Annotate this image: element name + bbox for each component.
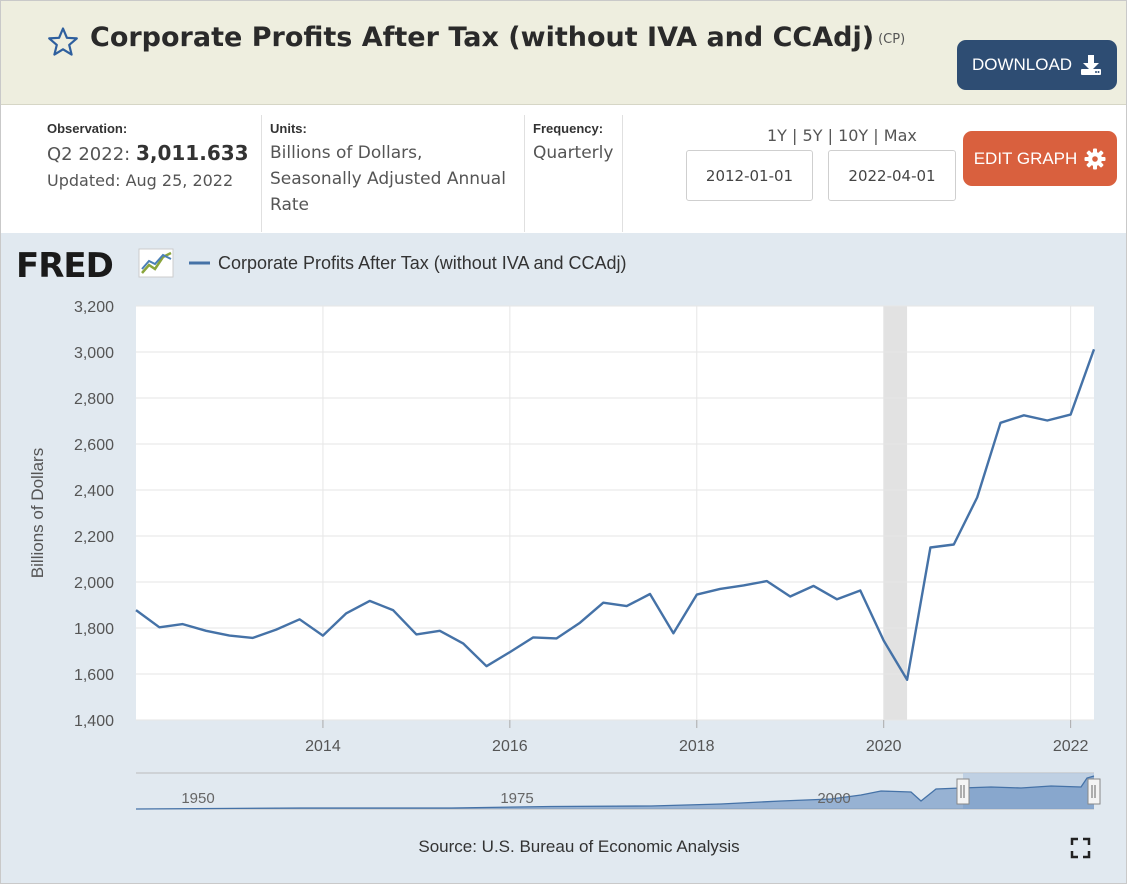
series-title-text: Corporate Profits After Tax (without IVA… xyxy=(90,22,875,53)
series-id: (CP) xyxy=(878,32,906,47)
observation-value: 3,011.633 xyxy=(135,141,249,165)
range-max-link[interactable]: Max xyxy=(883,126,917,145)
x-tick-label: 2016 xyxy=(492,738,528,755)
y-tick-label: 2,400 xyxy=(74,483,114,500)
gear-icon xyxy=(1084,148,1106,169)
range-5y-link[interactable]: 5Y xyxy=(802,126,823,145)
units-line: Rate xyxy=(270,195,309,215)
download-icon xyxy=(1081,55,1102,75)
series-line[interactable] xyxy=(135,348,1096,681)
plot-area xyxy=(136,306,1094,720)
frequency-value: Quarterly xyxy=(533,143,614,163)
range-10y-link[interactable]: 10Y xyxy=(838,126,869,145)
star-icon[interactable] xyxy=(47,26,79,58)
fred-logo-chart-icon xyxy=(138,248,174,278)
navigator-tick-label: 1950 xyxy=(181,790,214,807)
frequency-label: Frequency: xyxy=(533,121,604,136)
y-tick-label: 2,800 xyxy=(74,391,114,408)
units-label: Units: xyxy=(270,121,307,136)
y-tick-label: 3,000 xyxy=(74,345,114,362)
graph-area: FRED Corporate Profits After Tax (withou… xyxy=(1,233,1126,883)
navigator-area xyxy=(136,776,1094,809)
y-tick-label: 3,200 xyxy=(74,299,114,316)
start-date-input[interactable]: 2012-01-01 xyxy=(686,150,813,201)
y-tick-label: 2,000 xyxy=(74,575,114,592)
units-line: Seasonally Adjusted Annual xyxy=(270,169,506,189)
y-tick-label: 1,800 xyxy=(74,621,114,638)
range-separator: | xyxy=(827,126,833,145)
edit-graph-label: EDIT GRAPH xyxy=(973,148,1078,168)
y-tick-label: 2,600 xyxy=(74,437,114,454)
page-title: Corporate Profits After Tax (without IVA… xyxy=(90,22,905,53)
range-separator: | xyxy=(792,126,798,145)
meta-divider xyxy=(524,115,525,232)
y-tick-label: 1,600 xyxy=(74,667,114,684)
x-tick-label: 2014 xyxy=(305,738,341,755)
observation-label: Observation: xyxy=(47,121,128,136)
date-range-links: 1Y | 5Y | 10Y | Max xyxy=(767,126,917,145)
series-header xyxy=(1,1,1126,105)
recession-shading xyxy=(883,306,908,720)
legend-label: Corporate Profits After Tax (without IVA… xyxy=(218,253,627,273)
navigator-handle-right[interactable] xyxy=(1087,778,1101,805)
observation-panel: Observation: Q2 2022: 3,011.633 Updated:… xyxy=(47,120,257,194)
observation-period: Q2 2022: xyxy=(47,144,131,165)
edit-graph-button[interactable]: EDIT GRAPH xyxy=(963,131,1117,186)
download-button[interactable]: DOWNLOAD xyxy=(957,40,1117,90)
source-note: Source: U.S. Bureau of Economic Analysis xyxy=(418,837,739,856)
x-tick-label: 2018 xyxy=(679,738,715,755)
navigator-handle-left[interactable] xyxy=(956,778,970,805)
updated-date: Updated: Aug 25, 2022 xyxy=(47,171,234,190)
y-tick-label: 2,200 xyxy=(74,529,114,546)
x-tick-label: 2020 xyxy=(866,738,902,755)
chart-svg: FRED Corporate Profits After Tax (withou… xyxy=(16,246,1101,859)
navigator-tick-label: 1975 xyxy=(500,790,533,807)
download-label: DOWNLOAD xyxy=(971,55,1073,74)
units-line: Billions of Dollars, xyxy=(270,143,423,163)
x-tick-label: 2022 xyxy=(1053,738,1089,755)
meta-divider xyxy=(622,115,623,232)
navigator-tick-label: 2000 xyxy=(817,790,850,807)
end-date-input[interactable]: 2022-04-01 xyxy=(828,150,956,201)
fullscreen-icon[interactable] xyxy=(1070,837,1091,859)
fred-logo[interactable]: FRED xyxy=(16,246,114,286)
range-navigator[interactable]: 1950 1975 2000 xyxy=(135,772,1101,810)
frequency-panel: Frequency: Quarterly xyxy=(533,120,623,166)
range-separator: | xyxy=(873,126,879,145)
range-1y-link[interactable]: 1Y xyxy=(767,126,787,145)
y-tick-label: 1,400 xyxy=(74,713,114,730)
meta-divider xyxy=(261,115,262,232)
y-axis-label: Billions of Dollars xyxy=(28,448,47,578)
units-panel: Units: Billions of Dollars, Seasonally A… xyxy=(270,120,520,218)
